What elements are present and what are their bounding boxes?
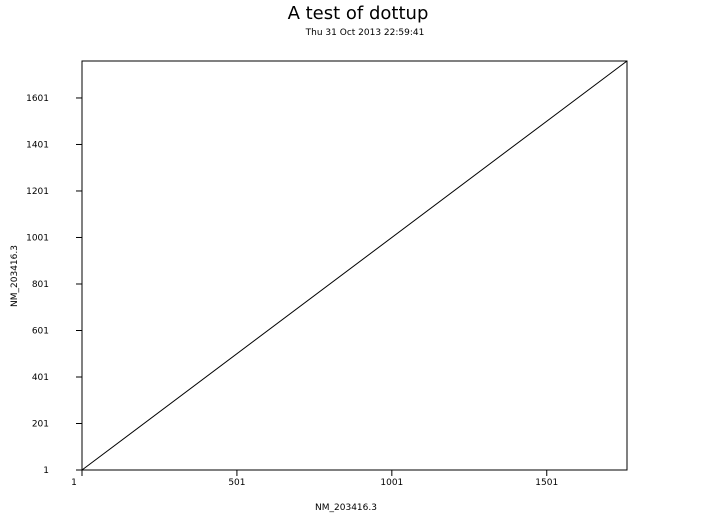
y-tick-label: 1401 bbox=[26, 140, 49, 150]
plot-frame bbox=[81, 60, 628, 471]
y-axis-label: NM_203416.3 bbox=[10, 245, 20, 307]
y-tick-label: 1001 bbox=[26, 233, 49, 243]
y-tick-label: 1 bbox=[43, 466, 49, 476]
y-tick-label: 801 bbox=[32, 280, 49, 290]
x-tick-label: 501 bbox=[228, 478, 245, 488]
chart-title: A test of dottup bbox=[288, 3, 429, 24]
y-tick-label: 201 bbox=[32, 419, 49, 429]
x-tick-label: 1501 bbox=[535, 478, 558, 488]
chart-subtitle: Thu 31 Oct 2013 22:59:41 bbox=[305, 28, 425, 38]
y-tick-label: 601 bbox=[32, 326, 49, 336]
y-tick-label: 1601 bbox=[26, 94, 49, 104]
x-axis-label: NM_203416.3 bbox=[315, 503, 377, 513]
x-tick-label: 1001 bbox=[380, 478, 403, 488]
y-tick-label: 401 bbox=[32, 373, 49, 383]
series-group bbox=[81, 60, 628, 471]
x-axis: 1 501 1001 1501 bbox=[71, 470, 558, 488]
x-tick-label: 1 bbox=[71, 478, 77, 488]
match-line bbox=[81, 60, 628, 471]
y-tick-label: 1201 bbox=[26, 187, 49, 197]
